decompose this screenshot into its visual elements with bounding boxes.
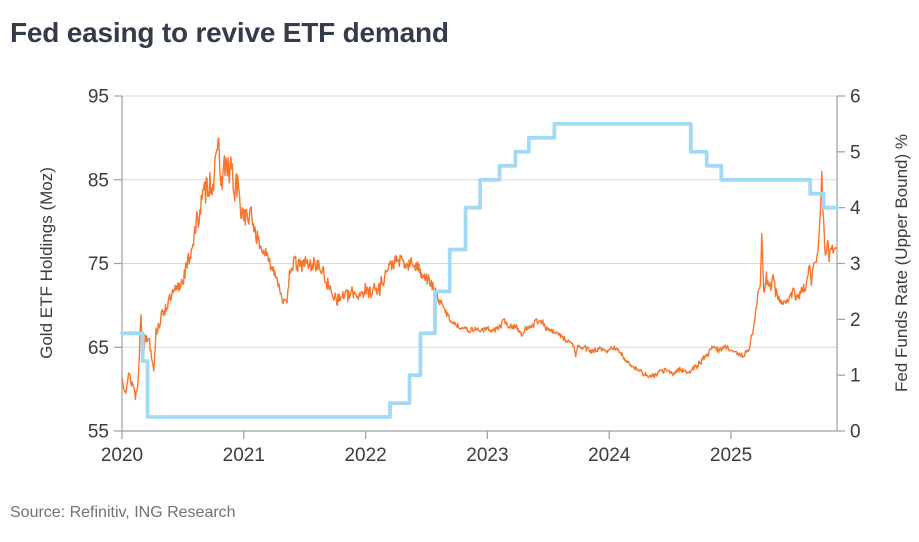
left-tick-label: 65 xyxy=(88,338,109,359)
right-tick-label: 4 xyxy=(850,198,861,219)
left-tick-label: 85 xyxy=(88,170,109,191)
x-tick-label: 2022 xyxy=(344,445,386,466)
left-tick-label: 75 xyxy=(88,254,109,275)
right-tick-label: 6 xyxy=(850,87,861,108)
chart-title: Fed easing to revive ETF demand xyxy=(10,17,449,48)
right-axis-title: Fed Funds Rate (Upper Bound) % xyxy=(892,134,911,392)
x-tick-label: 2023 xyxy=(466,445,508,466)
left-axis-title: Gold ETF Holdings (Moz) xyxy=(37,167,56,359)
left-tick-label: 95 xyxy=(88,87,109,108)
right-tick-label: 0 xyxy=(850,422,861,443)
right-tick-label: 5 xyxy=(850,142,861,163)
x-tick-label: 2020 xyxy=(101,445,143,466)
x-tick-label: 2024 xyxy=(588,445,631,466)
left-tick-label: 55 xyxy=(88,422,109,443)
series-fed-funds-rate xyxy=(120,122,839,419)
series-gold-etf-holdings xyxy=(121,137,838,401)
right-tick-label: 1 xyxy=(850,366,861,387)
right-tick-label: 2 xyxy=(850,310,861,331)
right-tick-label: 3 xyxy=(850,254,861,275)
x-tick-label: 2021 xyxy=(223,445,265,466)
x-tick-label: 2025 xyxy=(710,445,752,466)
source-note: Source: Refinitiv, ING Research xyxy=(10,504,236,521)
